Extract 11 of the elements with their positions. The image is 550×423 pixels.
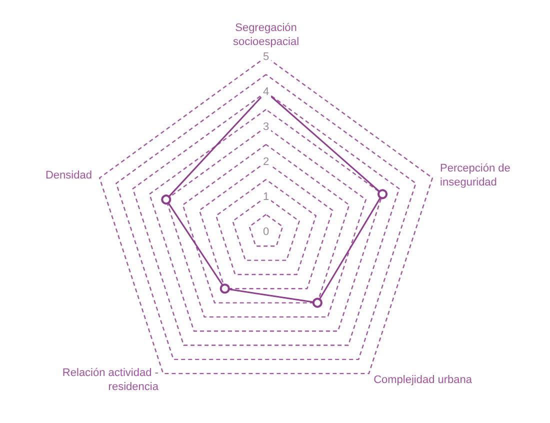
y-tick-label: 0: [262, 226, 270, 238]
y-tick-label: 4: [262, 86, 270, 98]
y-tick-label: 1: [262, 191, 270, 203]
y-tick-label: 5: [262, 51, 270, 63]
y-tick-label: 3: [262, 121, 270, 133]
spoke-label: Percepción de inseguridad: [440, 162, 510, 188]
y-tick-label: 2: [262, 156, 270, 168]
spoke-label: Densidad: [45, 169, 92, 182]
spoke-label: Relación actividad - residencia: [62, 367, 160, 394]
spoke-label: Segregación socioespacial: [232, 22, 300, 48]
spoke-label: Complejidad urbana: [374, 374, 473, 386]
